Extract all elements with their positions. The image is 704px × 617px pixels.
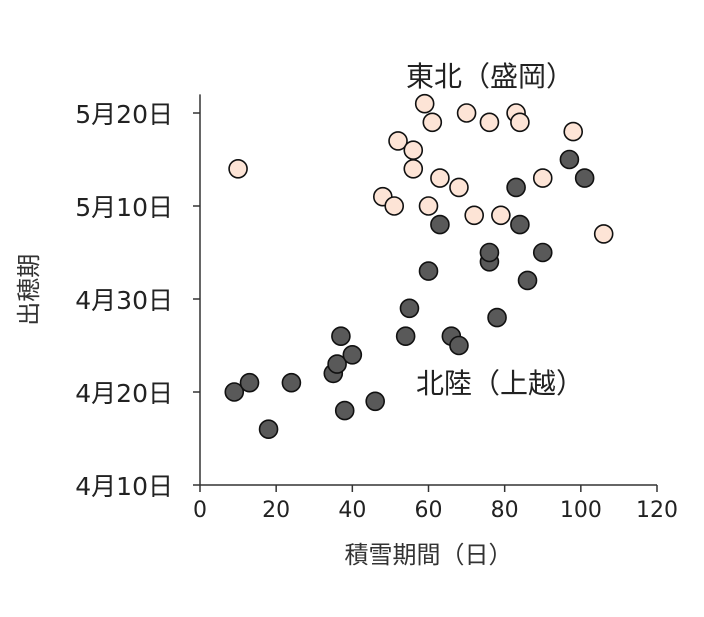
data-point (574, 168, 595, 188)
x-tick-label: 100 (560, 498, 602, 523)
data-point (384, 196, 405, 216)
data-point (532, 168, 553, 188)
y-tick-label: 4月30日 (75, 286, 173, 315)
data-point (399, 298, 420, 319)
y-ticks: 5月20日 5月10日 4月30日 4月20日 4月10日 (75, 100, 200, 501)
data-point (365, 391, 385, 412)
data-point (422, 112, 443, 133)
data-point (327, 354, 347, 374)
data-points (224, 93, 614, 440)
data-point (464, 205, 485, 226)
data-point (593, 224, 614, 244)
data-point (449, 335, 469, 356)
data-point (506, 177, 526, 198)
annotation-hokuriku: 北陸（上越） (416, 367, 584, 400)
data-point (510, 214, 530, 235)
y-tick-label: 4月10日 (75, 472, 173, 501)
data-point (517, 270, 538, 291)
data-point (331, 326, 351, 347)
data-point (559, 149, 580, 170)
data-point (532, 242, 553, 263)
data-point (563, 121, 584, 142)
x-tick-label: 60 (415, 498, 443, 523)
data-point (456, 103, 477, 123)
data-point (224, 382, 245, 402)
data-point (395, 326, 416, 347)
data-point (414, 93, 435, 114)
data-point (487, 307, 507, 328)
y-tick-label: 4月20日 (75, 379, 173, 408)
data-point (258, 419, 279, 440)
series-tohoku (228, 93, 614, 244)
x-tick-label: 20 (262, 498, 290, 523)
y-tick-label: 5月20日 (75, 100, 173, 129)
data-point (430, 168, 450, 188)
annotation-tohoku: 東北（盛岡） (406, 60, 574, 93)
data-point (430, 214, 450, 235)
data-point (491, 205, 511, 226)
data-point (342, 344, 363, 365)
x-tick-label: 40 (338, 498, 366, 523)
y-tick-label: 5月10日 (75, 193, 173, 222)
data-point (281, 372, 302, 393)
x-ticks: 0 20 40 60 80 100 120 (193, 485, 678, 523)
y-axis-title: 出穂期 (15, 254, 43, 326)
x-tick-label: 80 (491, 498, 519, 523)
data-point (239, 372, 260, 393)
data-point (479, 112, 500, 133)
data-point (334, 400, 355, 421)
x-axis-title: 積雪期間（日） (345, 541, 513, 569)
x-tick-label: 0 (193, 498, 207, 523)
data-point (403, 159, 424, 179)
data-point (449, 177, 469, 198)
data-point (403, 140, 424, 160)
series-hokuriku (224, 149, 595, 440)
data-point (479, 242, 500, 263)
data-point (388, 131, 408, 151)
data-point (228, 159, 248, 179)
data-point (418, 261, 439, 281)
x-tick-label: 120 (636, 498, 678, 523)
data-point (510, 112, 530, 133)
data-point (418, 196, 439, 216)
